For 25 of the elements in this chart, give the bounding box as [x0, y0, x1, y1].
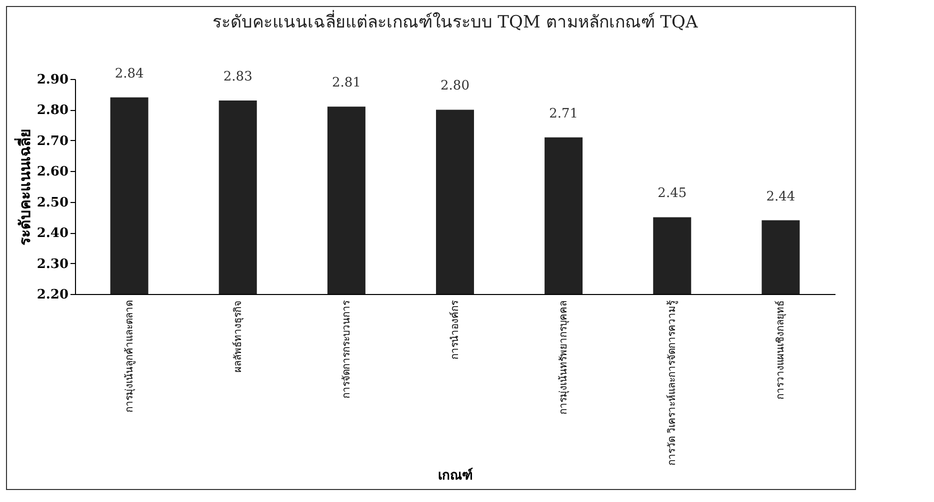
y-tick-label: 2.90	[36, 72, 68, 88]
chart-title: ระดับคะแนนเฉลี่ยแต่ละเกณฑ์ในระบบ TQM ตามหลักเกณฑ์ TQA	[212, 9, 698, 32]
data-label: 2.80	[440, 78, 470, 94]
data-label: 2.83	[223, 70, 252, 84]
y-axis-title: ระดับคะแนนเฉลี่ย	[14, 128, 34, 246]
data-label: 2.84	[114, 66, 144, 82]
x-tick-label: การมุ่งเน้นลูกค้าและตลาด	[123, 300, 136, 412]
y-tick-label: 2.60	[36, 164, 68, 180]
y-tick-label: 2.70	[36, 134, 68, 149]
y-tick-label: 2.80	[36, 103, 68, 118]
x-tick-label: การวางแผนเชิงกลยุทธ์	[774, 300, 787, 400]
x-tick-label: การวัด วิเคราะห์และการจัดการความรู้	[666, 300, 678, 466]
y-tick-label: 2.50	[36, 195, 68, 210]
x-tick-label: การมุ่งเน้นทรัพยากรบุคคล	[558, 300, 570, 414]
data-label: 2.71	[549, 106, 578, 122]
y-tick-label: 2.40	[36, 226, 68, 242]
data-label: 2.45	[658, 186, 687, 202]
x-tick-label: การจัดการกระบวนการ	[341, 300, 352, 398]
y-tick-label: 2.20	[36, 288, 68, 302]
x-axis-title: เกณฑ์	[438, 468, 473, 484]
x-tick-label: ผลลัพธ์ทางธุรกิจ	[232, 300, 244, 372]
x-tick-label: การนำองค์กร	[449, 300, 461, 360]
data-label: 2.44	[766, 189, 796, 204]
data-label: 2.81	[332, 76, 361, 91]
y-tick-label: 2.30	[36, 256, 68, 272]
